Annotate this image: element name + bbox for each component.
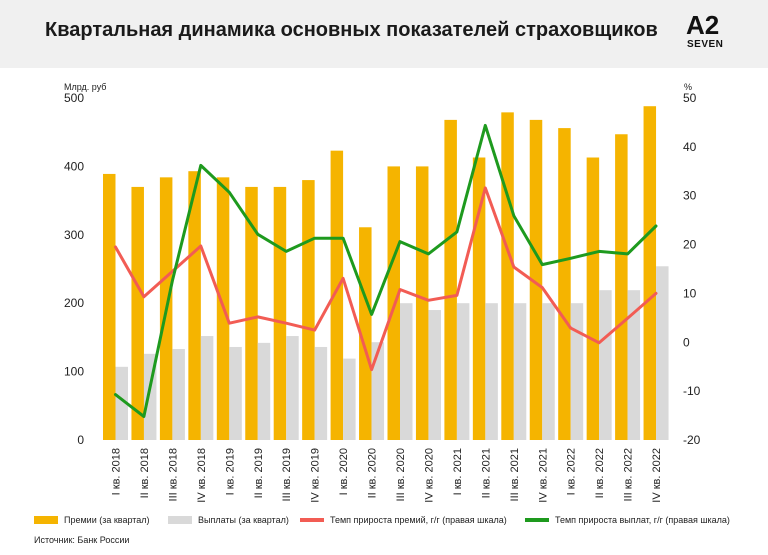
- payout-bar: [656, 266, 669, 440]
- premium-bar: [302, 180, 315, 440]
- right-tick-label: 30: [683, 189, 697, 203]
- x-tick-label: I кв. 2020: [338, 448, 350, 495]
- left-tick-label: 300: [64, 228, 84, 242]
- payout-bar: [115, 366, 128, 440]
- premium-bar: [330, 150, 344, 440]
- x-tick-label: II кв. 2019: [253, 448, 265, 498]
- payout-bar: [371, 342, 385, 440]
- x-axis: I кв. 2018 II кв. 2018 III кв. 2018 IV кв. …: [111, 448, 664, 503]
- payout-bar: [314, 346, 328, 440]
- page-title: Квартальная динамика основных показателе…: [45, 19, 658, 41]
- x-tick-label: I кв. 2022: [566, 448, 578, 495]
- payout-bar: [570, 303, 584, 440]
- payout-bar: [542, 303, 555, 440]
- x-tick-label: IV кв. 2020: [423, 448, 435, 503]
- right-tick-label: 0: [683, 335, 690, 349]
- bar-series: [103, 106, 669, 441]
- premium-bar: [359, 227, 372, 440]
- payout-bar: [200, 336, 214, 440]
- legend-label: Премии (за квартал): [64, 515, 150, 525]
- right-tick-label: 50: [683, 91, 697, 105]
- left-axis: 0 100 200 300 400 500: [64, 91, 84, 447]
- right-tick-label: 10: [683, 286, 697, 300]
- payout-bar: [599, 290, 612, 440]
- x-tick-label: I кв. 2019: [224, 448, 236, 495]
- payout-bar: [400, 303, 413, 440]
- x-tick-label: IV кв. 2018: [196, 448, 208, 503]
- premium-growth-line: [114, 186, 658, 372]
- premium-bar: [415, 166, 429, 440]
- legend-swatch: [525, 518, 549, 522]
- legend-swatch: [300, 518, 324, 522]
- premium-bar: [103, 173, 116, 440]
- x-tick-label: III кв. 2021: [509, 448, 521, 501]
- premium-bar: [188, 171, 201, 441]
- left-tick-label: 500: [64, 91, 84, 105]
- payout-bar: [343, 358, 356, 440]
- line-series: [114, 123, 658, 418]
- x-tick-label: IV кв. 2019: [310, 448, 322, 503]
- legend: Премии (за квартал) Выплаты (за квартал) Т…: [34, 515, 730, 525]
- x-tick-label: II кв. 2018: [139, 448, 151, 498]
- right-axis-title: %: [684, 82, 692, 92]
- payout-bar: [456, 303, 470, 440]
- source-note: Источник: Банк России: [34, 535, 130, 545]
- header-bar: [0, 0, 768, 68]
- premium-bar: [643, 106, 657, 440]
- payout-bar: [513, 303, 527, 440]
- x-tick-label: III кв. 2020: [395, 448, 407, 501]
- payout-bar: [229, 346, 242, 440]
- left-tick-label: 400: [64, 159, 84, 173]
- premium-bar: [586, 157, 600, 440]
- x-tick-label: II кв. 2020: [367, 448, 379, 498]
- premium-bar: [273, 186, 287, 440]
- x-tick-label: III кв. 2022: [623, 448, 635, 501]
- premium-bar: [501, 112, 514, 440]
- premium-bar: [131, 186, 144, 440]
- logo-mark: A2: [686, 10, 720, 40]
- payout-bar: [172, 349, 185, 440]
- premium-bar: [245, 186, 258, 440]
- premium-bar: [444, 119, 457, 440]
- x-tick-label: III кв. 2019: [281, 448, 293, 501]
- logo-wordmark: SEVEN: [687, 39, 724, 50]
- x-tick-label: I кв. 2021: [452, 448, 464, 495]
- right-tick-label: 40: [683, 140, 697, 154]
- payout-bar: [485, 303, 498, 440]
- right-tick-label: 20: [683, 238, 697, 252]
- x-tick-label: II кв. 2021: [480, 448, 492, 498]
- x-tick-label: I кв. 2018: [111, 448, 123, 495]
- left-tick-label: 200: [64, 296, 84, 310]
- legend-swatch: [168, 516, 192, 524]
- a2seven-logo: A2 SEVEN: [686, 12, 730, 54]
- legend-swatch: [34, 516, 58, 524]
- x-tick-label: IV кв. 2021: [537, 448, 549, 503]
- legend-label: Темп прироста выплат, г/г (правая шкала): [555, 515, 730, 525]
- premium-bar: [615, 134, 628, 440]
- payout-bar: [627, 290, 641, 440]
- right-axis: -20 -10 0 10 20 30 40 50: [683, 91, 701, 447]
- left-axis-title: Млрд. руб: [64, 82, 106, 92]
- payout-bar: [257, 342, 271, 440]
- x-tick-label: III кв. 2018: [167, 448, 179, 501]
- right-tick-label: -20: [683, 433, 701, 447]
- right-tick-label: -10: [683, 384, 701, 398]
- payout-bar: [286, 336, 299, 440]
- left-tick-label: 100: [64, 365, 84, 379]
- x-tick-label: IV кв. 2022: [651, 448, 663, 503]
- x-tick-label: II кв. 2022: [594, 448, 606, 498]
- premium-bar: [558, 128, 571, 440]
- left-tick-label: 0: [77, 433, 84, 447]
- premium-bar: [529, 119, 543, 440]
- legend-label: Темп прироста премий, г/г (правая шкала): [330, 515, 507, 525]
- payout-bar: [428, 310, 441, 440]
- legend-label: Выплаты (за квартал): [198, 515, 289, 525]
- payout-growth-line: [114, 123, 658, 418]
